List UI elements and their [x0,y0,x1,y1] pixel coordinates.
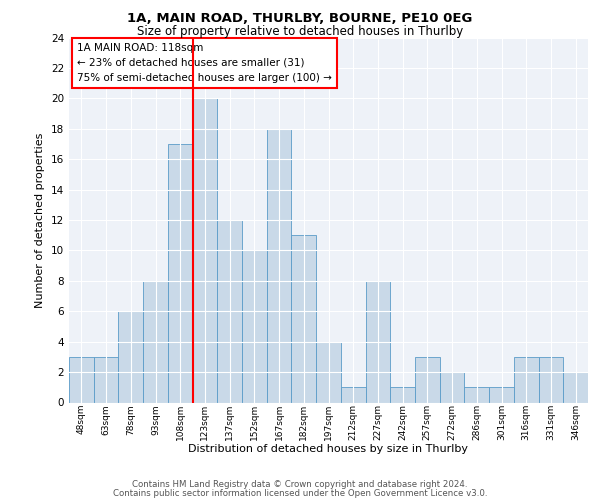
Bar [267,128,292,402]
Text: Contains public sector information licensed under the Open Government Licence v3: Contains public sector information licen… [113,489,487,498]
Bar [316,342,341,402]
Text: Size of property relative to detached houses in Thurlby: Size of property relative to detached ho… [137,25,463,38]
Bar [118,311,143,402]
Bar [563,372,588,402]
Bar [143,281,168,402]
Bar [69,357,94,403]
Bar [390,388,415,402]
Bar [539,357,563,403]
Y-axis label: Number of detached properties: Number of detached properties [35,132,46,308]
Text: Contains HM Land Registry data © Crown copyright and database right 2024.: Contains HM Land Registry data © Crown c… [132,480,468,489]
Bar [242,250,267,402]
Bar [415,357,440,403]
Bar [292,235,316,402]
Bar [168,144,193,403]
Bar [94,357,118,403]
X-axis label: Distribution of detached houses by size in Thurlby: Distribution of detached houses by size … [188,444,469,454]
Bar [365,281,390,402]
Text: 1A, MAIN ROAD, THURLBY, BOURNE, PE10 0EG: 1A, MAIN ROAD, THURLBY, BOURNE, PE10 0EG [127,12,473,26]
Bar [217,220,242,402]
Text: 1A MAIN ROAD: 118sqm
← 23% of detached houses are smaller (31)
75% of semi-detac: 1A MAIN ROAD: 118sqm ← 23% of detached h… [77,43,332,82]
Bar [193,98,217,403]
Bar [514,357,539,403]
Bar [440,372,464,402]
Bar [341,388,365,402]
Bar [464,388,489,402]
Bar [489,388,514,402]
